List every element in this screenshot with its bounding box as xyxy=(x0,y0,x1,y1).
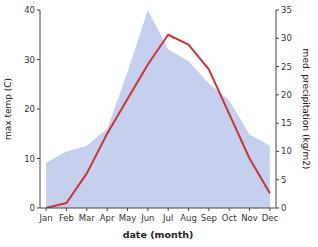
y-tick xyxy=(37,59,40,60)
y2-tick xyxy=(276,10,279,11)
x-tick-label: Sep xyxy=(201,213,217,223)
x-tick xyxy=(127,208,128,211)
x-tick xyxy=(46,208,47,211)
y2-tick-label: 30 xyxy=(281,33,292,43)
y-tick xyxy=(37,109,40,110)
x-tick-label: Nov xyxy=(241,213,258,223)
background xyxy=(0,0,318,247)
x-tick xyxy=(208,208,209,211)
y-tick-label: 30 xyxy=(24,55,35,65)
chart-container: JanFebMarAprMayJunJulAugSepOctNovDec0102… xyxy=(0,0,318,247)
y2-tick xyxy=(276,151,279,152)
x-tick-label: Feb xyxy=(59,213,74,223)
y2-tick xyxy=(276,66,279,67)
x-tick-label: Dec xyxy=(262,213,279,223)
x-tick xyxy=(249,208,250,211)
x-tick-label: Mar xyxy=(79,213,96,223)
y2-tick-label: 5 xyxy=(281,175,286,185)
x-tick xyxy=(188,208,189,211)
y2-tick xyxy=(276,179,279,180)
y-tick-label: 40 xyxy=(24,5,35,15)
y-tick-label: 20 xyxy=(24,104,35,114)
y2-tick-label: 25 xyxy=(281,62,292,72)
x-axis-label: date (month) xyxy=(123,229,194,240)
x-tick xyxy=(269,208,270,211)
x-tick-label: Jan xyxy=(39,213,53,223)
y2-tick-label: 15 xyxy=(281,118,292,128)
x-axis xyxy=(40,208,276,209)
y2-tick-label: 10 xyxy=(281,146,292,156)
x-tick-label: Oct xyxy=(222,213,237,223)
y-axis-label: max temp (C) xyxy=(3,78,13,140)
x-tick-label: Aug xyxy=(180,213,197,223)
y2-axis xyxy=(276,10,277,208)
y2-tick xyxy=(276,38,279,39)
y2-tick xyxy=(276,208,279,209)
x-tick xyxy=(147,208,148,211)
y-tick xyxy=(37,10,40,11)
x-tick xyxy=(66,208,67,211)
x-tick-label: Jun xyxy=(140,213,154,223)
y-tick-label: 0 xyxy=(30,203,35,213)
chart: JanFebMarAprMayJunJulAugSepOctNovDec0102… xyxy=(0,0,318,247)
y-tick xyxy=(37,158,40,159)
x-tick xyxy=(107,208,108,211)
plot-area xyxy=(46,10,270,208)
y2-axis-label: med. precipitation (kg/m2) xyxy=(301,49,311,170)
x-tick-label: Jul xyxy=(162,213,173,223)
y2-tick-label: 35 xyxy=(281,5,292,15)
x-tick xyxy=(168,208,169,211)
y2-tick-label: 0 xyxy=(281,203,286,213)
temperature-line xyxy=(46,35,270,208)
x-tick-label: Apr xyxy=(100,213,115,223)
y2-tick-label: 20 xyxy=(281,90,292,100)
x-tick xyxy=(86,208,87,211)
y2-tick xyxy=(276,94,279,95)
precipitation-area xyxy=(46,10,270,208)
y2-tick xyxy=(276,123,279,124)
y-tick xyxy=(37,208,40,209)
x-tick xyxy=(229,208,230,211)
y-tick-label: 10 xyxy=(24,154,35,164)
x-tick-label: May xyxy=(119,213,137,223)
